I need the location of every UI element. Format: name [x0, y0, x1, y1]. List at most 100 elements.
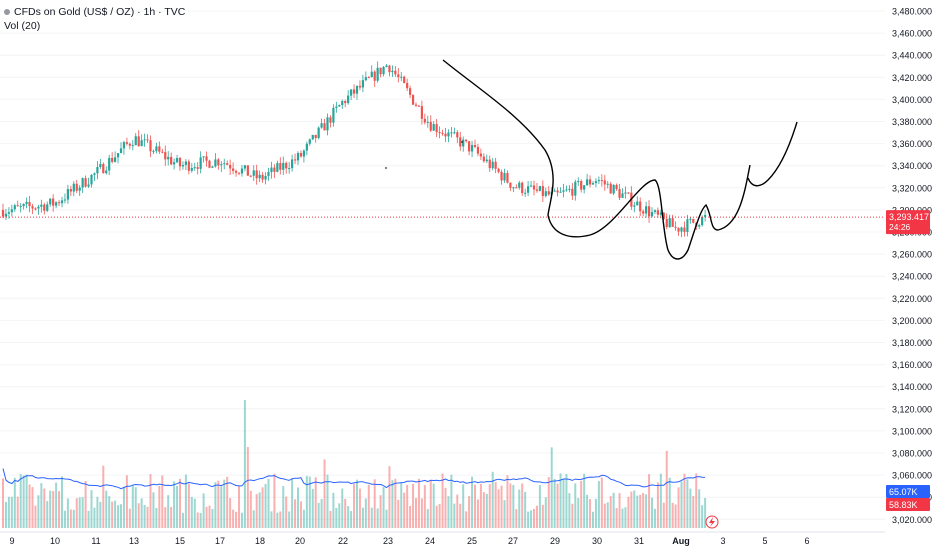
volume-bar	[677, 487, 680, 528]
volume-bar	[580, 480, 583, 528]
candle-body	[462, 139, 465, 147]
candle-body	[60, 200, 64, 204]
legend-title[interactable]: CFDs on Gold (US$ / OZ) · 1h · TVC	[14, 6, 186, 18]
candle-body	[311, 134, 314, 140]
candle-body	[114, 157, 117, 162]
candle-body	[43, 204, 46, 211]
current-price-tag[interactable]	[886, 210, 930, 235]
volume-bar	[238, 485, 240, 528]
candle-body	[701, 216, 704, 226]
forecast-drawing-extension[interactable]	[747, 121, 798, 187]
current-price-label: 3,293.417	[889, 212, 929, 222]
candle-body	[450, 132, 453, 134]
candle-body	[317, 127, 320, 139]
candle-body	[515, 187, 518, 189]
candle-body	[385, 65, 388, 67]
candle-body	[379, 67, 382, 75]
candle-body	[193, 167, 196, 169]
candle-body	[674, 226, 677, 228]
volume-bar	[320, 498, 323, 528]
volume-bar	[105, 490, 108, 528]
volume-bar	[329, 510, 332, 528]
volume-bar	[128, 508, 131, 528]
volume-bar	[515, 509, 518, 528]
candle-body	[420, 106, 423, 119]
volume-bar	[571, 503, 574, 528]
time-tick-label: 24	[425, 536, 435, 546]
volume-bar	[518, 489, 521, 528]
candle-body	[571, 188, 574, 196]
volume-bar	[683, 473, 686, 528]
volume-bar	[167, 495, 170, 528]
candle-body	[314, 134, 317, 139]
volume-ma-tag[interactable]	[886, 485, 930, 498]
candle-body	[633, 205, 636, 207]
volume-bar	[512, 484, 515, 528]
volume-bar	[503, 500, 506, 528]
candle-body	[367, 77, 370, 79]
volume-bar	[137, 503, 140, 528]
volume-bar	[373, 479, 376, 528]
volume-bar	[223, 479, 226, 528]
volume-bar	[397, 499, 400, 528]
price-tick-label: 3,100.000	[892, 426, 932, 436]
volume-bar	[161, 475, 164, 528]
volume-bar	[347, 506, 350, 528]
volume-bar	[199, 512, 202, 528]
candle-body	[55, 202, 58, 206]
candle-body	[597, 180, 600, 182]
volume-bar	[459, 503, 462, 528]
candle-body	[414, 104, 418, 106]
candle-body	[226, 163, 229, 165]
volume-bar	[143, 504, 146, 528]
volume-bar	[668, 477, 671, 528]
candle-body	[600, 180, 603, 182]
candle-body	[175, 158, 179, 163]
volume-bar	[656, 482, 659, 528]
candle-body	[237, 172, 241, 174]
candle-body	[119, 148, 123, 154]
candle-body	[527, 186, 530, 193]
candle-body	[22, 204, 25, 207]
volume-bar	[19, 474, 22, 528]
candle-body	[102, 163, 105, 174]
candle-body	[364, 77, 367, 81]
volume-bar	[72, 509, 75, 528]
candle-body	[164, 152, 167, 160]
candle-body	[432, 124, 435, 131]
candle-body	[459, 137, 462, 147]
volume-bar	[184, 474, 187, 528]
candle-body	[134, 136, 137, 146]
volume-bar	[358, 488, 361, 528]
candle-body	[423, 118, 426, 123]
candle-body	[31, 206, 34, 209]
candle-body	[583, 185, 586, 190]
forecast-drawing[interactable]	[442, 59, 751, 260]
volume-bar	[701, 505, 704, 528]
volume-bar	[415, 498, 417, 528]
candle-body	[338, 105, 341, 107]
volume-bar	[49, 490, 52, 528]
lightning-glyph	[709, 517, 715, 527]
volume-bar	[645, 494, 648, 528]
candle-body	[240, 168, 244, 174]
volume-bar	[444, 487, 447, 528]
candle-body	[482, 156, 485, 162]
candle-body	[273, 167, 276, 172]
candle-body	[202, 156, 205, 158]
candle-body	[350, 89, 353, 96]
price-tick-label: 3,340.000	[892, 161, 932, 171]
volume-tag[interactable]	[886, 498, 930, 511]
candle-body	[444, 133, 447, 137]
volume-bar	[117, 505, 120, 528]
candle-body	[223, 163, 226, 165]
candle-body	[75, 183, 78, 191]
volume-bar	[158, 486, 161, 528]
volume-bar	[379, 495, 382, 528]
candle-body	[293, 159, 297, 161]
volume-value: 58.83K	[889, 500, 918, 510]
legend-volume[interactable]: Vol (20)	[4, 20, 41, 32]
volume-bar	[659, 473, 662, 528]
